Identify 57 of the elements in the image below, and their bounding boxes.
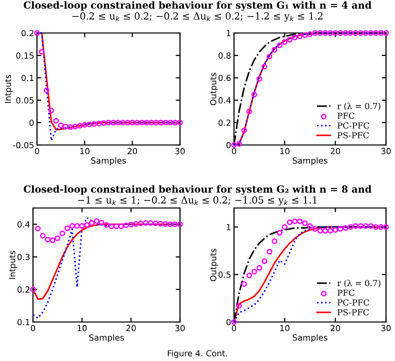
y-tick-label: 0.4 [218, 97, 231, 104]
legend-label: r (λ = 0.7) [337, 280, 380, 288]
y-tick-label: 1 [226, 224, 230, 230]
legend-label: PS-PFC [338, 132, 369, 138]
y-tick-label: 0 [29, 120, 34, 126]
y-tick-label: 0.6 [218, 74, 231, 82]
x-tick-label: 30 [175, 324, 185, 332]
y-tick-label: 0.15 [16, 52, 34, 59]
y-tick-label: 0.8 [218, 52, 231, 59]
chart-subtitle: −0.2 ≤ u$_{k}$ ≤ 0.2; −0.2 ≤ Δu$_{k}$ ≤ 0.2; −1.2 ≤ y$_{k}$ ≤ 1.2 [72, 12, 323, 22]
x-axis-title: Samples [292, 334, 328, 342]
chart-subtitle: −1 ≤ u$_{k}$ ≤ 1; −0.2 ≤ Δu$_{k}$ ≤ 0.2; −1.05 ≤ y$_{k}$ ≤ 1.1 [78, 196, 316, 206]
legend-label: PFC [338, 290, 354, 296]
x-tick-label: 10 [78, 324, 87, 332]
x-tick-label: 0 [232, 148, 236, 154]
x-tick-label: 30 [175, 148, 185, 154]
y-tick-label: 0.5 [218, 271, 230, 278]
chart-title: Closed-loop constrained behaviour for system G₂ with n = 8 and [24, 185, 372, 195]
y-tick-label: 0.05 [16, 97, 34, 104]
y-axis-title: Intputs [4, 74, 13, 103]
legend-label: PC-PFC [338, 122, 370, 129]
x-tick-label: 30 [381, 324, 391, 332]
y-tick-label: 0.2 [22, 30, 34, 36]
y-axis-title: Outputs [210, 72, 218, 106]
x-tick-label: 20 [330, 148, 340, 154]
x-tick-label: 20 [128, 148, 138, 154]
line-series [32, 217, 181, 319]
caption: Figure 4. Cont. [168, 350, 228, 358]
y-tick-label: 0.4 [18, 221, 30, 228]
x-axis-title: Samples [292, 157, 328, 166]
y-tick-label: 0 [226, 142, 231, 148]
x-tick-label: 10 [280, 148, 290, 154]
x-tick-label: 0 [232, 324, 236, 332]
y-axis-title: Outputs [210, 248, 218, 282]
legend-label: PFC [338, 112, 354, 119]
legend-label: PC-PFC [338, 299, 370, 306]
x-tick-label: 10 [80, 148, 90, 154]
y-tick-label: 0.1 [18, 318, 30, 326]
y-tick-label: 0 [226, 318, 231, 326]
x-axis-title: Samples [89, 334, 124, 342]
x-tick-label: 20 [126, 324, 136, 332]
x-tick-label: 30 [381, 148, 391, 154]
y-tick-label: -0.05 [13, 142, 34, 148]
x-tick-label: 20 [330, 324, 340, 332]
line-series [32, 224, 181, 300]
y-tick-label: 1 [226, 30, 230, 36]
y-tick-label: 0.2 [18, 286, 30, 293]
x-axis-title: Samples [91, 157, 126, 166]
y-axis-title: Intputs [9, 250, 17, 279]
x-tick-label: 10 [280, 324, 290, 332]
chart-title: Closed-loop constrained behaviour for system G₁ with n = 4 and [24, 1, 372, 11]
legend-label: PS-PFC [338, 309, 369, 316]
y-tick-label: 0.3 [18, 254, 30, 260]
y-tick-label: 0.2 [218, 120, 230, 126]
x-tick-label: 0 [34, 148, 40, 154]
legend-label: r (λ = 0.7) [337, 102, 380, 110]
y-tick-label: 0.1 [22, 74, 34, 82]
